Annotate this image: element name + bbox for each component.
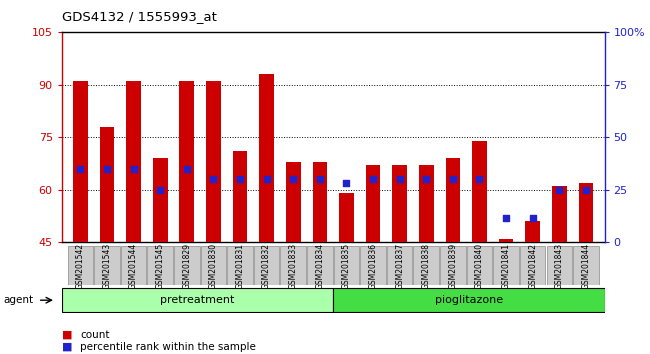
Text: percentile rank within the sample: percentile rank within the sample (80, 342, 256, 352)
Text: GSM201841: GSM201841 (502, 242, 510, 289)
Text: pretreatment: pretreatment (161, 295, 235, 305)
Bar (259, 74, 274, 242)
Bar (313, 162, 327, 242)
Text: GSM201836: GSM201836 (369, 242, 378, 289)
FancyBboxPatch shape (254, 246, 280, 285)
Text: pioglitazone: pioglitazone (435, 295, 503, 305)
Point (395, 176, 405, 182)
Text: GSM201837: GSM201837 (395, 242, 404, 289)
Point (421, 176, 432, 182)
FancyBboxPatch shape (493, 246, 519, 285)
Bar (179, 81, 194, 242)
Point (75, 166, 86, 172)
FancyBboxPatch shape (201, 246, 226, 285)
FancyBboxPatch shape (440, 246, 465, 285)
Bar (499, 239, 514, 242)
Text: GSM201832: GSM201832 (262, 242, 271, 289)
FancyBboxPatch shape (121, 246, 146, 285)
Bar (339, 193, 354, 242)
FancyBboxPatch shape (280, 246, 306, 285)
Text: GSM201838: GSM201838 (422, 242, 431, 289)
Text: GSM201839: GSM201839 (448, 242, 458, 289)
Bar (393, 165, 407, 242)
Bar (233, 151, 247, 242)
Bar (472, 141, 487, 242)
FancyBboxPatch shape (148, 246, 173, 285)
Text: GSM201842: GSM201842 (528, 242, 537, 289)
Bar (552, 186, 567, 242)
Point (341, 180, 352, 185)
Text: GSM201843: GSM201843 (554, 242, 564, 289)
Text: ■: ■ (62, 330, 72, 339)
Bar (419, 165, 434, 242)
FancyBboxPatch shape (520, 246, 545, 285)
Bar (126, 81, 141, 242)
Text: GSM201840: GSM201840 (475, 242, 484, 289)
Bar (578, 183, 593, 242)
Text: GSM201835: GSM201835 (342, 242, 351, 289)
Point (501, 215, 512, 221)
Bar (206, 81, 221, 242)
Text: GSM201543: GSM201543 (103, 242, 112, 289)
FancyBboxPatch shape (360, 246, 386, 285)
Point (129, 166, 139, 172)
Text: GSM201542: GSM201542 (76, 242, 85, 289)
FancyBboxPatch shape (333, 288, 604, 312)
FancyBboxPatch shape (413, 246, 439, 285)
Point (554, 187, 564, 193)
Point (235, 176, 245, 182)
Text: count: count (80, 330, 109, 339)
FancyBboxPatch shape (94, 246, 120, 285)
FancyBboxPatch shape (467, 246, 492, 285)
Point (368, 176, 378, 182)
Point (474, 176, 485, 182)
Point (102, 166, 112, 172)
FancyBboxPatch shape (573, 246, 599, 285)
Point (580, 187, 591, 193)
FancyBboxPatch shape (333, 246, 359, 285)
Point (208, 176, 218, 182)
Point (155, 187, 165, 193)
Point (288, 176, 298, 182)
Bar (99, 127, 114, 242)
Bar (445, 158, 460, 242)
Text: ■: ■ (62, 342, 72, 352)
Text: GSM201831: GSM201831 (235, 242, 244, 289)
Bar (73, 81, 88, 242)
Point (315, 176, 325, 182)
Bar (366, 165, 380, 242)
Point (261, 176, 272, 182)
Text: GSM201833: GSM201833 (289, 242, 298, 289)
FancyBboxPatch shape (62, 288, 333, 312)
Bar (525, 222, 540, 242)
Text: GDS4132 / 1555993_at: GDS4132 / 1555993_at (62, 10, 216, 23)
Text: agent: agent (3, 295, 33, 305)
FancyBboxPatch shape (547, 246, 572, 285)
FancyBboxPatch shape (387, 246, 412, 285)
Text: GSM201544: GSM201544 (129, 242, 138, 289)
Text: GSM201545: GSM201545 (156, 242, 164, 289)
Point (448, 176, 458, 182)
Point (181, 166, 192, 172)
Point (527, 215, 538, 221)
Text: GSM201844: GSM201844 (581, 242, 590, 289)
FancyBboxPatch shape (68, 246, 93, 285)
Bar (153, 158, 168, 242)
Text: GSM201829: GSM201829 (182, 242, 191, 289)
Text: GSM201834: GSM201834 (315, 242, 324, 289)
FancyBboxPatch shape (307, 246, 333, 285)
Text: GSM201830: GSM201830 (209, 242, 218, 289)
FancyBboxPatch shape (227, 246, 253, 285)
Bar (286, 162, 300, 242)
FancyBboxPatch shape (174, 246, 200, 285)
